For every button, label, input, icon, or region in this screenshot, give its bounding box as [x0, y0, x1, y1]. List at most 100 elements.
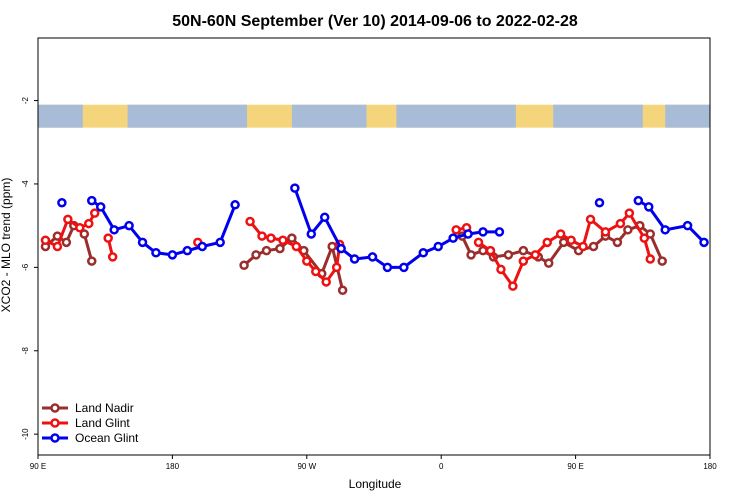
data-point [367, 252, 378, 262]
y-tick-label: -10 [21, 428, 30, 440]
data-point [137, 237, 148, 248]
data-point [87, 195, 97, 206]
data-point [399, 262, 409, 273]
data-point [418, 248, 429, 258]
data-point [311, 266, 321, 277]
y-tick-label: -6 [21, 263, 30, 271]
data-point [451, 225, 461, 235]
y-tick-label: -4 [21, 180, 30, 188]
series-ocean-glint [57, 183, 709, 273]
data-point [433, 241, 443, 252]
data-point [699, 237, 709, 248]
data-point [558, 237, 569, 248]
legend-item: Land Nadir [42, 401, 134, 415]
data-point [382, 262, 393, 273]
map-ocean-patch [291, 104, 367, 128]
data-point [600, 227, 611, 237]
data-point [287, 233, 297, 243]
data-point [302, 256, 312, 266]
data-point [239, 260, 249, 271]
data-point [306, 229, 317, 239]
legend-marker [50, 418, 60, 428]
series-line [477, 210, 652, 290]
data-point [79, 229, 90, 239]
data-point [682, 220, 693, 231]
data-point [585, 214, 596, 225]
data-point [75, 222, 85, 233]
data-point [215, 237, 225, 248]
y-tick-label: -8 [21, 347, 30, 355]
data-point [182, 245, 193, 256]
data-point [251, 250, 261, 260]
data-point [644, 202, 654, 212]
series-land-glint [40, 208, 656, 291]
data-point [660, 225, 670, 235]
data-point [266, 233, 276, 243]
data-point [257, 231, 267, 241]
data-point [503, 250, 514, 260]
data-point [245, 216, 255, 227]
data-point [63, 214, 73, 225]
data-point [337, 285, 348, 296]
x-tick-label: 180 [703, 462, 717, 471]
data-point [87, 256, 97, 266]
data-point [109, 225, 119, 235]
data-point [261, 245, 272, 256]
legend-marker [50, 433, 60, 443]
data-point [463, 229, 473, 239]
data-point [197, 241, 208, 252]
x-axis-label: Longitude [349, 477, 402, 491]
data-point [290, 183, 300, 193]
y-axis-label: XCO2 - MLO trend (ppm) [0, 178, 13, 313]
data-point [530, 250, 541, 260]
data-point [588, 241, 599, 252]
data-point [485, 245, 496, 256]
legend-label: Ocean Glint [75, 431, 139, 445]
legend-item: Land Glint [42, 416, 130, 430]
data-point [349, 254, 360, 264]
data-point [57, 197, 67, 208]
data-point [466, 250, 476, 260]
x-tick-label: 90 E [30, 462, 46, 471]
data-point [336, 243, 346, 254]
x-tick-label: 90 E [567, 462, 583, 471]
data-point [578, 241, 588, 252]
data-point [107, 252, 118, 262]
data-point [167, 250, 178, 260]
data-point [448, 233, 458, 243]
data-point [89, 208, 100, 218]
data-point [633, 195, 644, 206]
map-ocean-patch [553, 104, 643, 128]
data-point [645, 229, 656, 239]
x-tick-label: 0 [439, 462, 444, 471]
y-axis: -2 -4 -6 -8 -10 [21, 96, 38, 440]
data-point [645, 254, 656, 264]
data-point [478, 227, 488, 237]
data-point [566, 235, 576, 245]
data-point [95, 202, 106, 212]
x-tick-label: 180 [166, 462, 180, 471]
map-ocean-patch [38, 104, 83, 128]
data-point [518, 245, 529, 256]
x-tick-label: 90 W [297, 462, 316, 471]
data-point [321, 277, 331, 287]
x-axis: 90 E 180 90 W 0 90 E 180 [30, 455, 717, 471]
data-point [615, 218, 626, 229]
series-layer [40, 183, 709, 296]
map-ocean-patch [665, 104, 710, 128]
data-point [230, 200, 240, 210]
data-point [508, 281, 518, 291]
data-point [331, 262, 342, 273]
data-point [496, 264, 506, 275]
data-point [518, 256, 529, 266]
data-point [278, 235, 288, 245]
data-point [594, 197, 605, 208]
data-point [103, 233, 113, 243]
data-point [555, 229, 566, 239]
legend-marker [50, 403, 60, 413]
data-point [494, 227, 505, 237]
data-point [327, 241, 337, 252]
data-point [291, 241, 302, 252]
